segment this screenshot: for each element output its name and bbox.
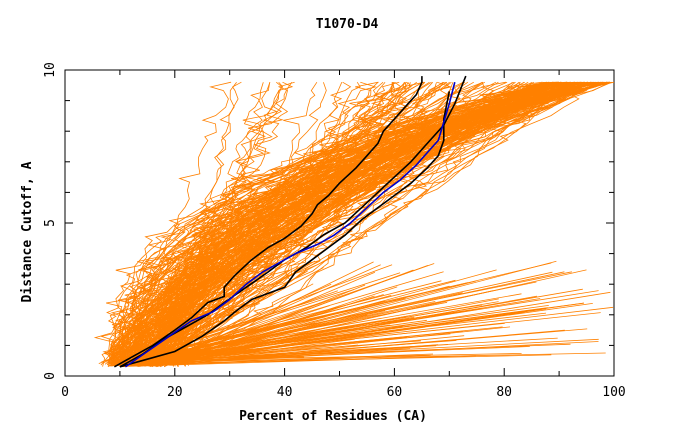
x-tick-label: 40 <box>277 385 293 400</box>
model-line <box>125 264 393 364</box>
model-line <box>124 81 516 364</box>
model-line <box>127 271 572 363</box>
model-line <box>160 354 552 365</box>
model-line <box>152 323 329 362</box>
model-line <box>173 81 604 367</box>
x-tick-label: 20 <box>167 385 183 400</box>
x-tick-labels: 0 20 40 60 80 100 <box>61 385 626 400</box>
y-axis-label: Distance Cutoff, A <box>20 161 35 302</box>
model-line <box>141 81 453 367</box>
model-black-3 <box>119 75 467 368</box>
model-line <box>156 355 431 366</box>
model-line <box>104 81 444 365</box>
model-line <box>170 81 553 362</box>
model-line <box>151 263 435 364</box>
y-tick-label: 5 <box>43 219 58 227</box>
model-line <box>111 319 427 366</box>
model-line <box>139 303 593 367</box>
model-line <box>113 272 401 365</box>
model-line <box>152 81 561 367</box>
model-line <box>124 81 424 365</box>
model-line <box>118 81 525 365</box>
model-line <box>138 260 316 365</box>
axis-ticks <box>64 69 615 377</box>
x-tick-label: 80 <box>496 385 512 400</box>
model-line <box>111 81 568 365</box>
model-line <box>107 81 430 364</box>
model-line <box>141 315 408 362</box>
model-line <box>124 280 442 362</box>
model-black-1 <box>114 76 423 368</box>
model-line <box>127 271 444 366</box>
model-line <box>162 81 566 362</box>
model-line <box>173 81 582 362</box>
x-tick-label: 100 <box>602 385 625 400</box>
model-line <box>114 81 521 367</box>
model-line <box>172 81 549 363</box>
model-line <box>150 353 522 362</box>
model-line <box>147 283 332 365</box>
model-line <box>155 81 605 366</box>
y-tick-label: 0 <box>43 372 58 380</box>
model-line <box>147 267 324 362</box>
model-lines <box>93 81 615 368</box>
model-line <box>93 81 581 367</box>
chart-title: T1070-D4 <box>316 17 379 32</box>
model-line <box>124 81 612 366</box>
model-line <box>137 356 305 365</box>
model-line <box>143 81 592 367</box>
model-line <box>159 284 366 368</box>
model-line <box>109 265 299 363</box>
model-line <box>123 81 295 364</box>
x-axis-label: Percent of Residues (CA) <box>239 409 427 424</box>
y-tick-label: 10 <box>43 62 58 78</box>
y-tick-labels: 0 5 10 <box>43 62 58 380</box>
model-line <box>110 316 326 365</box>
model-line <box>122 290 338 368</box>
model-line <box>120 81 601 361</box>
model-black-2 <box>119 91 451 368</box>
model-line <box>123 81 402 365</box>
model-line <box>159 260 557 366</box>
model-line <box>120 81 506 366</box>
x-tick-label: 0 <box>61 385 69 400</box>
model-line <box>162 338 355 365</box>
highlight-lines <box>114 75 467 368</box>
model-line <box>153 323 429 365</box>
x-tick-label: 60 <box>387 385 403 400</box>
model-line <box>144 82 411 367</box>
model-line <box>123 355 476 367</box>
model-blue <box>124 82 456 368</box>
model-line <box>159 321 290 367</box>
